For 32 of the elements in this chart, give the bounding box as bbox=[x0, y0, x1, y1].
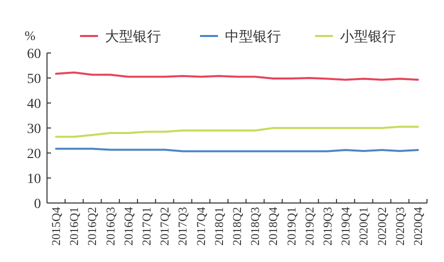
x-tick-label: 2018Q3 bbox=[248, 207, 262, 246]
x-tick-label: 2018Q1 bbox=[212, 207, 226, 246]
legend-label: 小型银行 bbox=[340, 29, 396, 45]
y-tick-label: 40 bbox=[27, 97, 41, 112]
x-tick-label: 2020Q2 bbox=[374, 207, 389, 246]
x-tick-label: 2018Q4 bbox=[266, 207, 280, 246]
x-tick-label: 2019Q3 bbox=[320, 207, 334, 246]
legend-label: 中型银行 bbox=[225, 29, 281, 45]
x-tick-label: 2016Q3 bbox=[103, 207, 118, 246]
x-tick-label: 2019Q1 bbox=[284, 207, 298, 246]
x-tick-label: 2017Q3 bbox=[176, 207, 190, 246]
y-axis-title: % bbox=[24, 28, 36, 43]
x-tick-label: 2020Q3 bbox=[392, 207, 407, 246]
x-tick-label: 2017Q1 bbox=[140, 207, 154, 246]
y-tick-label: 20 bbox=[27, 147, 41, 162]
y-tick-label: 30 bbox=[27, 122, 41, 137]
y-tick-label: 10 bbox=[27, 172, 41, 187]
x-tick-label: 2016Q4 bbox=[121, 207, 136, 246]
x-tick-label: 2017Q2 bbox=[158, 207, 172, 246]
x-tick-label: 2019Q2 bbox=[302, 207, 316, 246]
x-tick-label: 2020Q1 bbox=[356, 207, 371, 246]
y-tick-label: 0 bbox=[34, 197, 41, 212]
x-tick-label: 2019Q4 bbox=[338, 207, 353, 246]
y-tick-label: 50 bbox=[27, 72, 41, 87]
x-tick-label: 2018Q2 bbox=[230, 207, 244, 246]
x-tick-label: 2020Q4 bbox=[410, 207, 425, 246]
y-tick-label: 60 bbox=[27, 47, 41, 62]
x-tick-label: 2016Q1 bbox=[67, 207, 82, 246]
x-tick-label: 2015Q4 bbox=[49, 207, 64, 246]
legend-label: 大型银行 bbox=[105, 29, 161, 45]
x-tick-label: 2017Q4 bbox=[194, 207, 208, 246]
x-tick-label: 2016Q2 bbox=[85, 207, 100, 246]
